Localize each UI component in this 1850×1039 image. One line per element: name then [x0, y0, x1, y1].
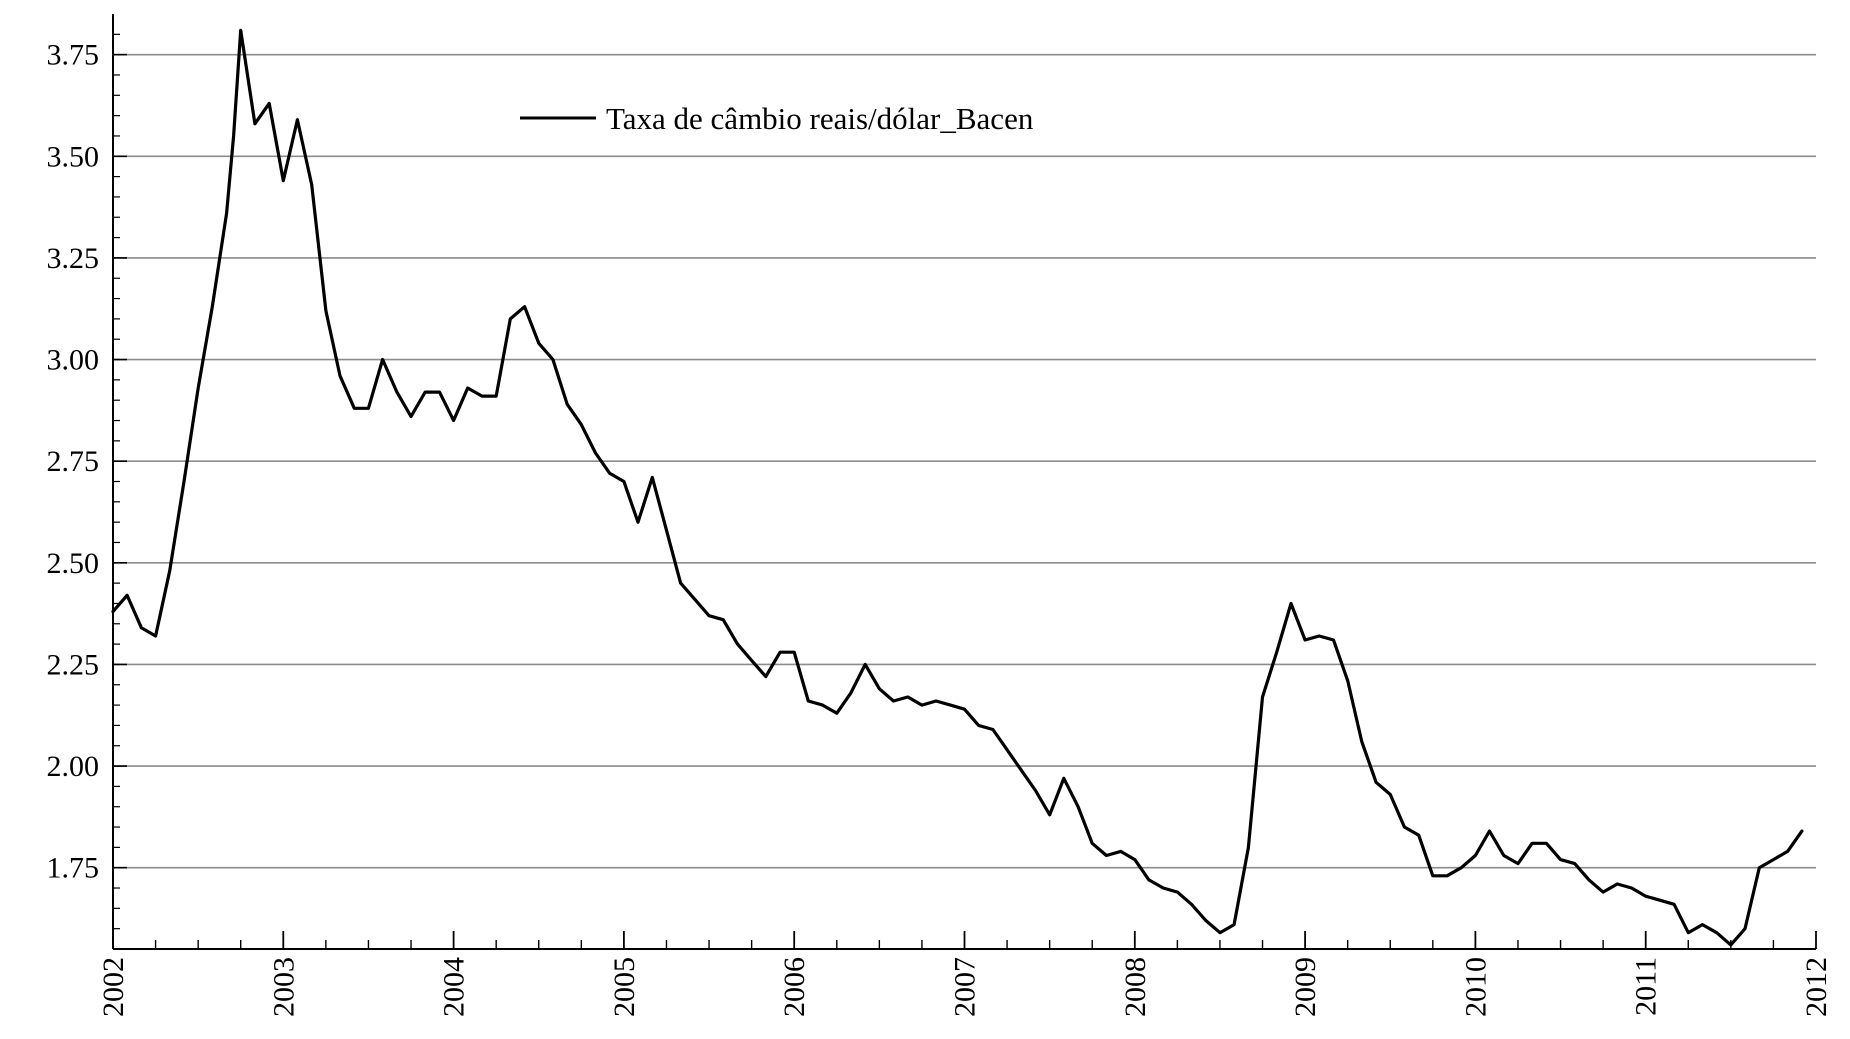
axes	[112, 14, 1816, 950]
y-tick-label-3: 2.50	[47, 547, 100, 580]
x-tick-label-5: 2007	[949, 957, 982, 1017]
x-tick-label-7: 2009	[1289, 957, 1322, 1017]
y-tick-label-7: 3.50	[47, 140, 100, 173]
x-tick-label-0: 2002	[97, 957, 130, 1017]
x-tick-label-4: 2006	[778, 957, 811, 1017]
series-line-0	[111, 28, 1804, 947]
y-tick-label-5: 3.00	[47, 344, 100, 377]
x-tick-label-8: 2010	[1459, 957, 1492, 1017]
x-tick-label-6: 2008	[1119, 957, 1152, 1017]
y-axis-ticks: 1.75 2.00 2.25 2.50 2.75 3.00 3.25 3.50 3.75	[47, 33, 127, 930]
gridlines	[113, 53, 1816, 869]
y-tick-label-0: 1.75	[47, 852, 100, 885]
series-lines	[111, 28, 1804, 947]
x-tick-label-9: 2011	[1630, 957, 1663, 1016]
y-tick-label-6: 3.25	[47, 242, 100, 275]
y-tick-label-1: 2.00	[47, 750, 100, 783]
legend: Taxa de câmbio reais/dólar_Bacen	[520, 101, 1034, 136]
x-tick-label-3: 2005	[608, 957, 641, 1017]
x-tick-label-2: 2004	[438, 957, 471, 1017]
y-tick-label-8: 3.75	[47, 39, 100, 72]
legend-entry-label: Taxa de câmbio reais/dólar_Bacen	[606, 101, 1034, 136]
y-tick-label-4: 2.75	[47, 445, 100, 478]
x-axis-ticks: 2002 2003 2004 2005 2006 2007 2008 2009 2010 2011…	[97, 931, 1833, 1017]
x-tick-label-1: 2003	[267, 957, 300, 1017]
y-tick-label-2: 2.25	[47, 648, 100, 681]
x-tick-label-10: 2012	[1800, 957, 1833, 1017]
